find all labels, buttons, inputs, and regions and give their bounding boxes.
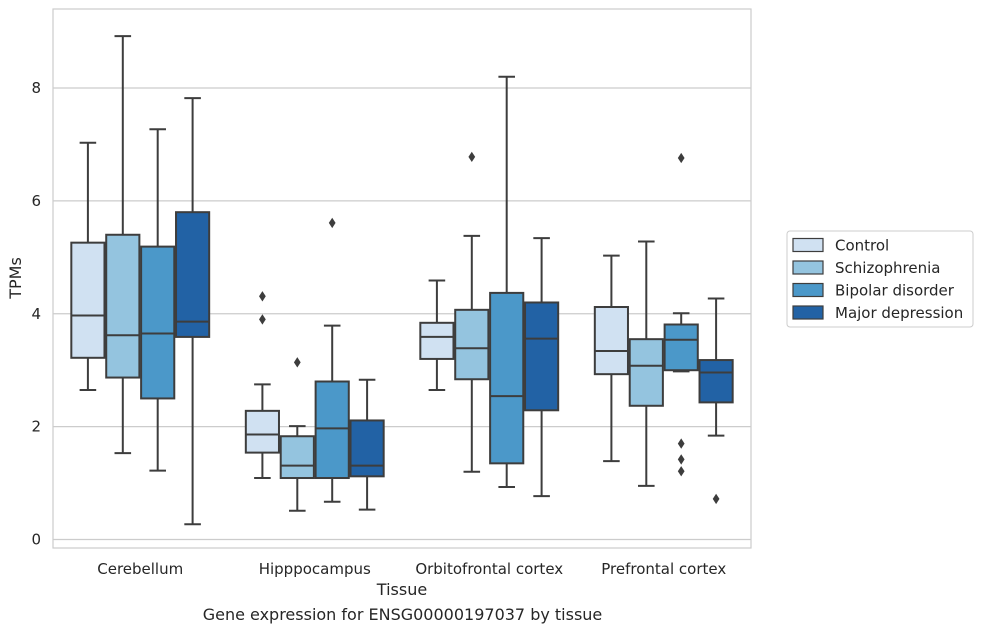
box-iqr bbox=[524, 301, 560, 412]
box-series bbox=[70, 35, 734, 526]
legend-swatch bbox=[792, 282, 824, 298]
box bbox=[593, 254, 629, 463]
y-tick-label: 8 bbox=[31, 79, 41, 97]
legend-label: Control bbox=[835, 237, 889, 255]
x-tick-label: Prefrontal cortex bbox=[601, 560, 726, 578]
box-iqr bbox=[489, 291, 525, 465]
legend-label: Bipolar disorder bbox=[835, 282, 955, 300]
legend-swatch bbox=[792, 260, 824, 275]
box-iqr bbox=[419, 321, 455, 360]
box bbox=[105, 35, 141, 455]
box-iqr bbox=[105, 233, 141, 379]
outlier-marker bbox=[259, 291, 266, 302]
box bbox=[454, 151, 490, 473]
outlier-marker bbox=[293, 357, 301, 368]
box-iqr bbox=[175, 211, 211, 338]
legend-frame bbox=[786, 230, 974, 328]
box bbox=[698, 297, 734, 505]
box bbox=[663, 152, 699, 477]
outlier-marker bbox=[677, 438, 685, 449]
box bbox=[349, 378, 385, 511]
box-iqr bbox=[454, 308, 490, 381]
box-iqr bbox=[628, 338, 664, 407]
box-iqr bbox=[698, 359, 734, 404]
box-iqr bbox=[663, 323, 699, 372]
box bbox=[314, 217, 350, 503]
x-tick-label: Orbitofrontal cortex bbox=[415, 560, 563, 578]
outlier-marker bbox=[328, 217, 336, 229]
outlier-marker bbox=[677, 152, 685, 164]
y-tick-label: 2 bbox=[31, 418, 41, 436]
legend-swatch bbox=[792, 305, 824, 320]
box-iqr bbox=[70, 241, 106, 359]
box bbox=[244, 291, 280, 480]
y-tick-labels: 0 2 4 6 8 bbox=[31, 79, 41, 549]
y-tick-label: 4 bbox=[31, 305, 41, 323]
y-tick-label: 0 bbox=[31, 531, 41, 549]
box bbox=[489, 75, 525, 489]
box-iqr bbox=[279, 435, 315, 480]
outlier-marker bbox=[259, 314, 266, 325]
box bbox=[419, 279, 455, 391]
box bbox=[140, 128, 176, 472]
outlier-marker bbox=[712, 493, 720, 505]
x-tick-label: Hipppocampus bbox=[259, 560, 371, 578]
y-tick-label: 6 bbox=[31, 192, 41, 210]
outlier-marker bbox=[677, 466, 685, 477]
box-iqr bbox=[140, 245, 176, 400]
outlier-marker bbox=[468, 151, 476, 163]
box-iqr bbox=[314, 380, 350, 480]
y-axis-label: TPMs bbox=[6, 257, 25, 300]
legend-swatch bbox=[792, 237, 824, 253]
box bbox=[524, 237, 560, 498]
legend: Control Schizophrenia Bipolar disorder Majo… bbox=[786, 230, 974, 328]
box bbox=[279, 357, 315, 512]
box-iqr bbox=[593, 306, 629, 376]
box bbox=[70, 141, 106, 391]
legend-label: Schizophrenia bbox=[835, 259, 940, 277]
box bbox=[628, 240, 664, 487]
x-tick-label: Cerebellum bbox=[97, 560, 183, 578]
box bbox=[175, 97, 211, 526]
legend-label: Major depression bbox=[835, 304, 963, 322]
outlier-marker bbox=[677, 454, 685, 465]
box-iqr bbox=[244, 409, 280, 454]
x-axis-label: Tissue bbox=[376, 580, 427, 599]
box-iqr bbox=[349, 419, 385, 478]
chart-caption: Gene expression for ENSG00000197037 by t… bbox=[202, 605, 603, 624]
x-tick-labels: Cerebellum Hipppocampus Orbitofrontal cort… bbox=[97, 560, 726, 578]
